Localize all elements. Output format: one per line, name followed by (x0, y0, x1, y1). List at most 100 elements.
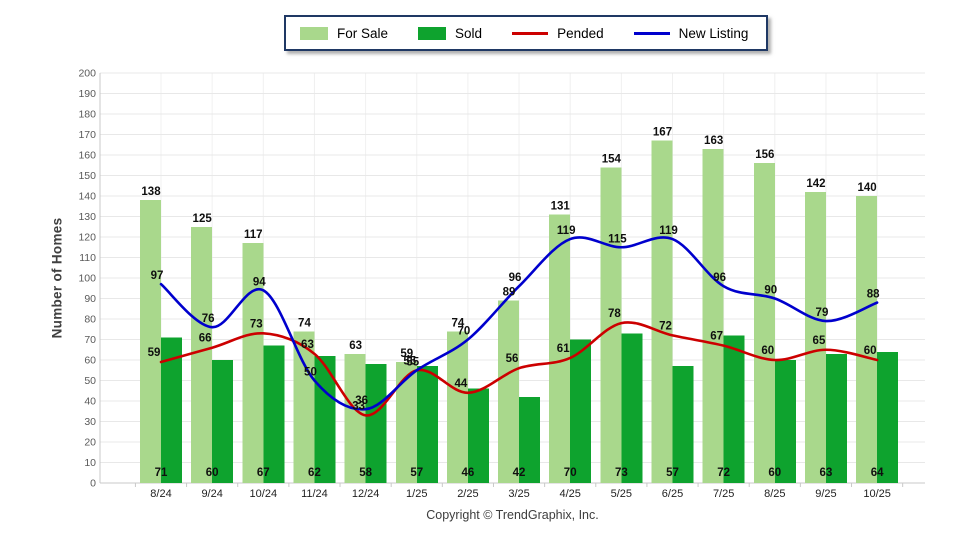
y-tick-label: 80 (84, 314, 96, 326)
data-label-new-listing: 90 (764, 285, 777, 297)
bar-for-sale (293, 331, 315, 483)
x-tick-label: 4/25 (559, 488, 580, 500)
bar-sold (774, 360, 796, 483)
data-label-for-sale: 131 (551, 200, 571, 212)
data-label-pended: 63 (301, 339, 314, 351)
data-label-for-sale: 74 (452, 317, 465, 329)
data-label-sold: 62 (308, 467, 321, 479)
y-tick-label: 170 (78, 129, 96, 141)
bar-for-sale (191, 226, 213, 483)
data-label-pended: 72 (659, 320, 672, 332)
data-label-new-listing: 96 (713, 272, 726, 284)
y-axis-title: Number of Homes (49, 217, 65, 339)
y-tick-label: 200 (78, 68, 96, 80)
legend-item-for-sale: For Sale (300, 26, 388, 41)
legend-label-for-sale: For Sale (337, 25, 389, 41)
bar-for-sale (395, 362, 417, 483)
bar-for-sale (344, 353, 366, 483)
bar-sold (723, 335, 745, 483)
data-label-pended: 59 (148, 347, 161, 359)
bar-for-sale (651, 140, 673, 483)
data-label-pended: 78 (608, 308, 621, 320)
data-label-pended: 65 (813, 335, 826, 347)
legend-item-new-listing: New Listing (633, 25, 749, 41)
data-label-new-listing: 119 (659, 225, 678, 237)
line-new-listing (159, 236, 879, 411)
y-tick-label: 150 (78, 170, 96, 182)
y-tick-label: 70 (84, 334, 96, 346)
x-tick-label: 2/25 (457, 488, 478, 500)
legend-label-new-listing: New Listing (678, 25, 749, 41)
x-tick-label: 3/25 (508, 488, 529, 500)
data-label-for-sale: 74 (298, 317, 311, 329)
data-label-sold: 70 (564, 467, 577, 479)
data-label-sold: 57 (666, 467, 679, 479)
y-tick-label: 120 (78, 232, 96, 244)
x-tick-label: 5/25 (611, 488, 632, 500)
data-label-new-listing: 79 (816, 307, 829, 319)
x-tick-label: 10/24 (250, 488, 278, 500)
data-label-pended: 55 (403, 355, 416, 367)
data-label-new-listing: 119 (557, 225, 576, 237)
bar-sold (263, 345, 285, 483)
y-tick-label: 40 (84, 396, 96, 408)
data-label-sold: 72 (717, 467, 730, 479)
x-tick-label: 10/25 (863, 488, 891, 500)
x-tick-label: 9/24 (201, 488, 222, 500)
data-label-new-listing: 94 (253, 276, 266, 288)
data-label-for-sale: 89 (503, 287, 516, 299)
data-label-sold: 63 (820, 467, 833, 479)
x-tick-label: 8/24 (150, 488, 171, 500)
x-tick-label: 7/25 (713, 488, 734, 500)
data-label-sold: 60 (768, 467, 781, 479)
bar-for-sale (498, 300, 520, 483)
x-tick-label: 6/25 (662, 488, 683, 500)
data-label-new-listing: 36 (355, 395, 368, 407)
x-tick-label: 11/24 (301, 488, 328, 500)
bar-for-sale (446, 331, 468, 483)
y-tick-label: 100 (78, 273, 96, 285)
bar-sold (570, 339, 592, 483)
bar-for-sale (753, 163, 775, 483)
y-tick-label: 10 (84, 457, 96, 469)
y-tick-label: 130 (78, 211, 96, 223)
data-label-for-sale: 156 (755, 149, 774, 161)
data-label-sold: 71 (155, 467, 168, 479)
data-label-sold: 64 (871, 467, 884, 479)
for-sale-swatch-icon (300, 26, 328, 40)
bar-sold (365, 364, 387, 483)
data-label-new-listing: 96 (509, 272, 522, 284)
data-label-pended: 60 (864, 345, 877, 357)
chart-legend: For Sale Sold Pended New Listing (284, 15, 769, 51)
legend-item-pended: Pended (512, 26, 604, 41)
data-label-new-listing: 50 (304, 367, 317, 379)
data-label-pended: 56 (506, 353, 519, 365)
x-tick-label: 8/25 (764, 488, 785, 500)
data-label-new-listing: 55 (406, 356, 419, 368)
bar-sold (877, 351, 899, 483)
line-pended (159, 321, 879, 417)
data-label-new-listing: 88 (867, 289, 880, 301)
data-label-for-sale: 140 (858, 182, 877, 194)
data-label-new-listing: 97 (151, 270, 164, 282)
bar-sold (416, 366, 438, 483)
bar-for-sale (804, 191, 826, 483)
data-label-sold: 73 (615, 467, 628, 479)
data-label-new-listing: 70 (458, 326, 471, 338)
bar-sold (519, 396, 541, 483)
x-tick-label: 9/25 (815, 488, 836, 500)
y-tick-label: 0 (90, 478, 96, 490)
bar-sold (467, 388, 489, 483)
data-label-sold: 42 (513, 467, 526, 479)
y-tick-label: 50 (84, 375, 96, 387)
bar-sold (672, 366, 694, 483)
data-label-for-sale: 59 (400, 348, 413, 360)
legend-label-pended: Pended (557, 25, 604, 41)
bar-for-sale (549, 214, 571, 483)
bar-sold (212, 360, 234, 483)
data-label-for-sale: 138 (141, 186, 161, 198)
y-tick-label: 180 (78, 109, 96, 121)
bar-sold (161, 337, 182, 483)
data-label-new-listing: 76 (202, 313, 215, 325)
